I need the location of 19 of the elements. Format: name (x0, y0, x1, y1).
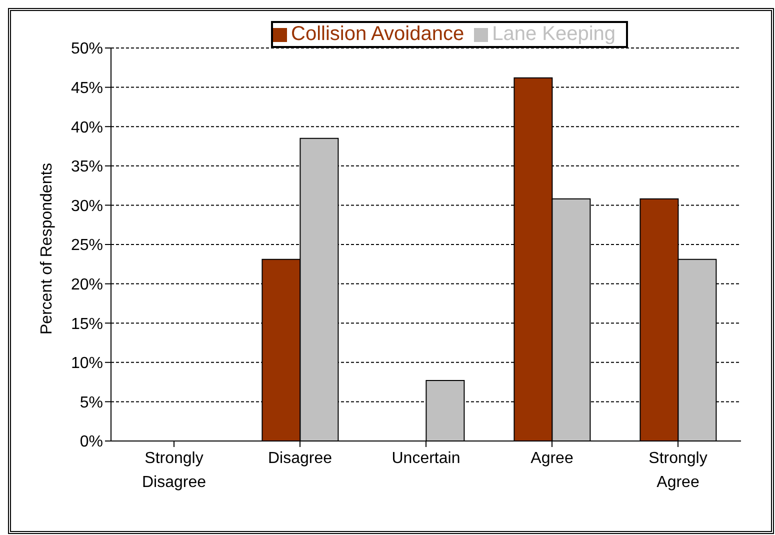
legend-label: Lane Keeping (492, 23, 616, 45)
x-tick-label: Disagree (268, 450, 332, 467)
y-tick-label: 5% (80, 394, 103, 412)
y-tick-label: 10% (70, 355, 103, 372)
x-tick-label: Agree (530, 450, 574, 467)
y-axis-title: Percent of Respondents (38, 162, 56, 334)
y-tick-label: 15% (70, 316, 103, 333)
y-tick-label: 20% (70, 276, 103, 294)
y-tick-label: 25% (70, 237, 103, 254)
y-tick-label: 0% (80, 434, 103, 451)
y-tick-label: 35% (70, 158, 103, 176)
x-tick-label: Uncertain (392, 450, 460, 467)
legend-label: Collision Avoidance (291, 23, 464, 45)
y-tick-label: 30% (70, 198, 103, 215)
y-tick-label: 45% (70, 80, 103, 97)
x-tick-label: Strongly Agree (648, 450, 708, 491)
y-tick-label: 40% (70, 119, 103, 136)
y-tick-label: 50% (70, 40, 103, 58)
x-tick-label: Strongly Disagree (142, 450, 206, 491)
